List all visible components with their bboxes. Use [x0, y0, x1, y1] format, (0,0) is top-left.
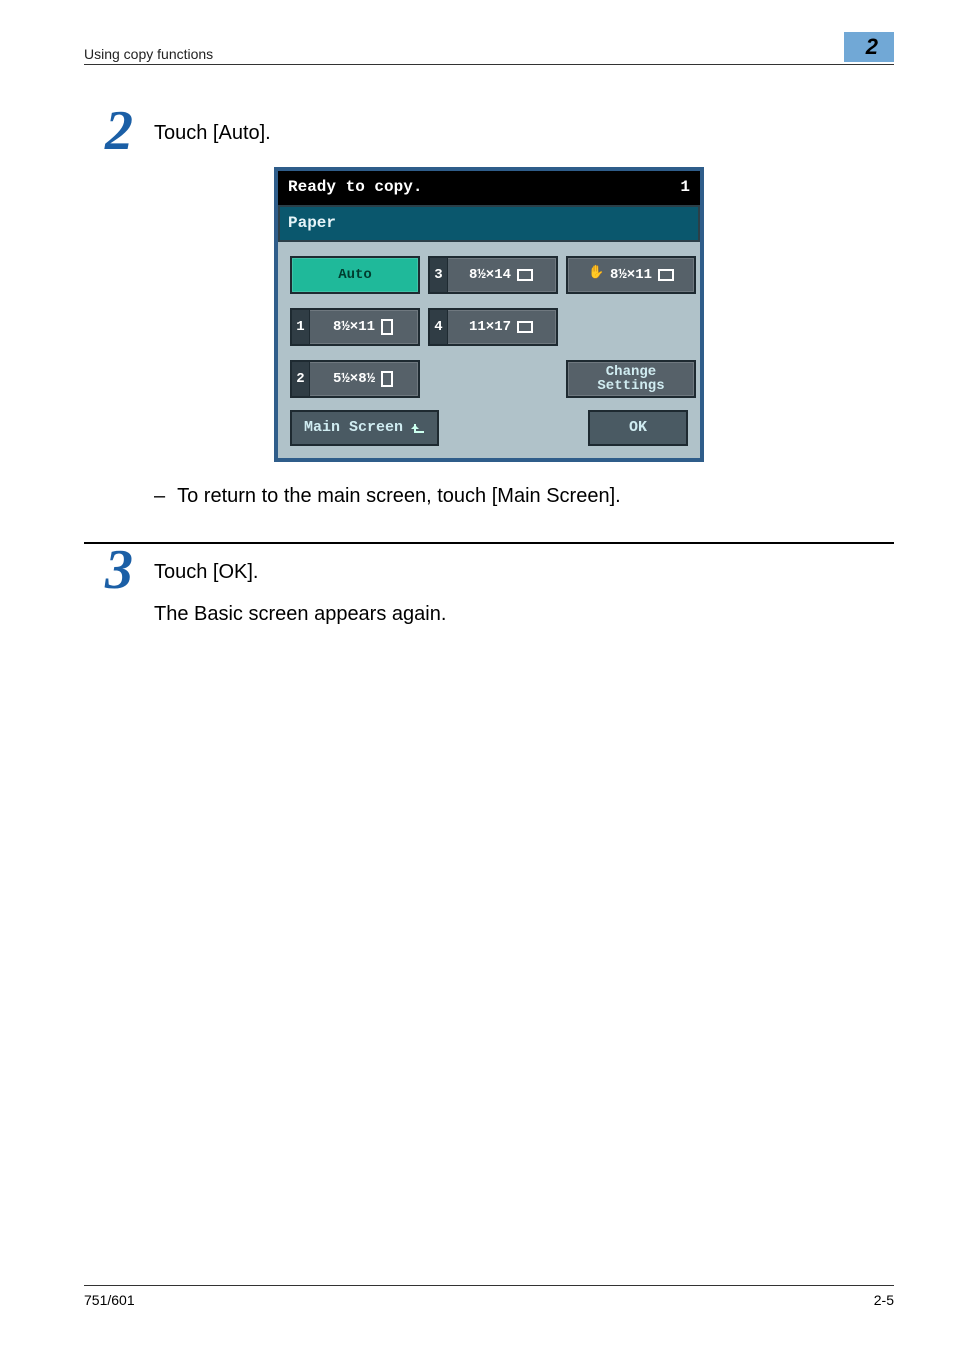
chapter-badge: 2: [844, 32, 894, 62]
tray-size: 8½×14: [469, 264, 511, 286]
copy-count: 1: [680, 175, 690, 201]
status-bar: Ready to copy. 1: [278, 171, 700, 205]
tray-size: 5½×8½: [333, 368, 375, 390]
main-screen-button[interactable]: Main Screen: [290, 410, 439, 446]
tray-size: 11×17: [469, 316, 511, 338]
footer-right: 2-5: [874, 1292, 894, 1308]
step-instruction: Touch [Auto].: [154, 117, 704, 149]
change-settings-button[interactable]: Change Settings: [566, 360, 696, 398]
tray-1-button[interactable]: 1 8½×11: [290, 308, 420, 346]
tray-number-badge: 2: [292, 362, 310, 396]
footer-left: 751/601: [84, 1292, 135, 1308]
step-follow-up: The Basic screen appears again.: [154, 598, 446, 630]
tray-3-button[interactable]: 3 8½×14: [428, 256, 558, 294]
status-text: Ready to copy.: [288, 175, 422, 201]
orientation-landscape-icon: [517, 269, 533, 281]
breadcrumb: Using copy functions: [84, 46, 213, 62]
auto-button[interactable]: Auto: [290, 256, 420, 294]
bypass-tray-button[interactable]: 8½×11: [566, 256, 696, 294]
ok-label: OK: [629, 416, 647, 440]
return-arrow-icon: [411, 421, 425, 435]
section-title: Paper: [278, 205, 700, 243]
step-number: 3: [84, 542, 154, 598]
step-block-2: 2 Touch [Auto]. Ready to copy. 1 Paper: [84, 105, 894, 512]
main-screen-label: Main Screen: [304, 416, 403, 440]
change-settings-line1: Change: [606, 365, 656, 380]
tray-size: 8½×11: [610, 264, 652, 286]
orientation-landscape-icon: [517, 321, 533, 333]
bypass-hand-icon: [588, 268, 604, 282]
change-settings-line2: Settings: [597, 379, 664, 394]
orientation-portrait-icon: [381, 371, 393, 387]
sub-note-text: To return to the main screen, touch [Mai…: [177, 480, 621, 512]
page-header: Using copy functions 2: [84, 32, 894, 65]
orientation-landscape-icon: [658, 269, 674, 281]
tray-size: 8½×11: [333, 316, 375, 338]
tray-4-button[interactable]: 4 11×17: [428, 308, 558, 346]
tray-number-badge: 4: [430, 310, 448, 344]
orientation-portrait-icon: [381, 319, 393, 335]
tray-number-badge: 1: [292, 310, 310, 344]
touchscreen: Ready to copy. 1 Paper Auto: [274, 167, 704, 462]
tray-number-badge: 3: [430, 258, 448, 292]
step-instruction: Touch [OK].: [154, 556, 446, 588]
bullet-dash: –: [154, 480, 165, 512]
step-sub-note: – To return to the main screen, touch [M…: [154, 480, 704, 512]
ok-button[interactable]: OK: [588, 410, 688, 446]
step-number: 2: [84, 103, 154, 159]
step-block-3: 3 Touch [OK]. The Basic screen appears a…: [84, 542, 894, 630]
auto-label: Auto: [338, 264, 372, 286]
tray-2-button[interactable]: 2 5½×8½: [290, 360, 420, 398]
page-footer: 751/601 2-5: [84, 1285, 894, 1308]
